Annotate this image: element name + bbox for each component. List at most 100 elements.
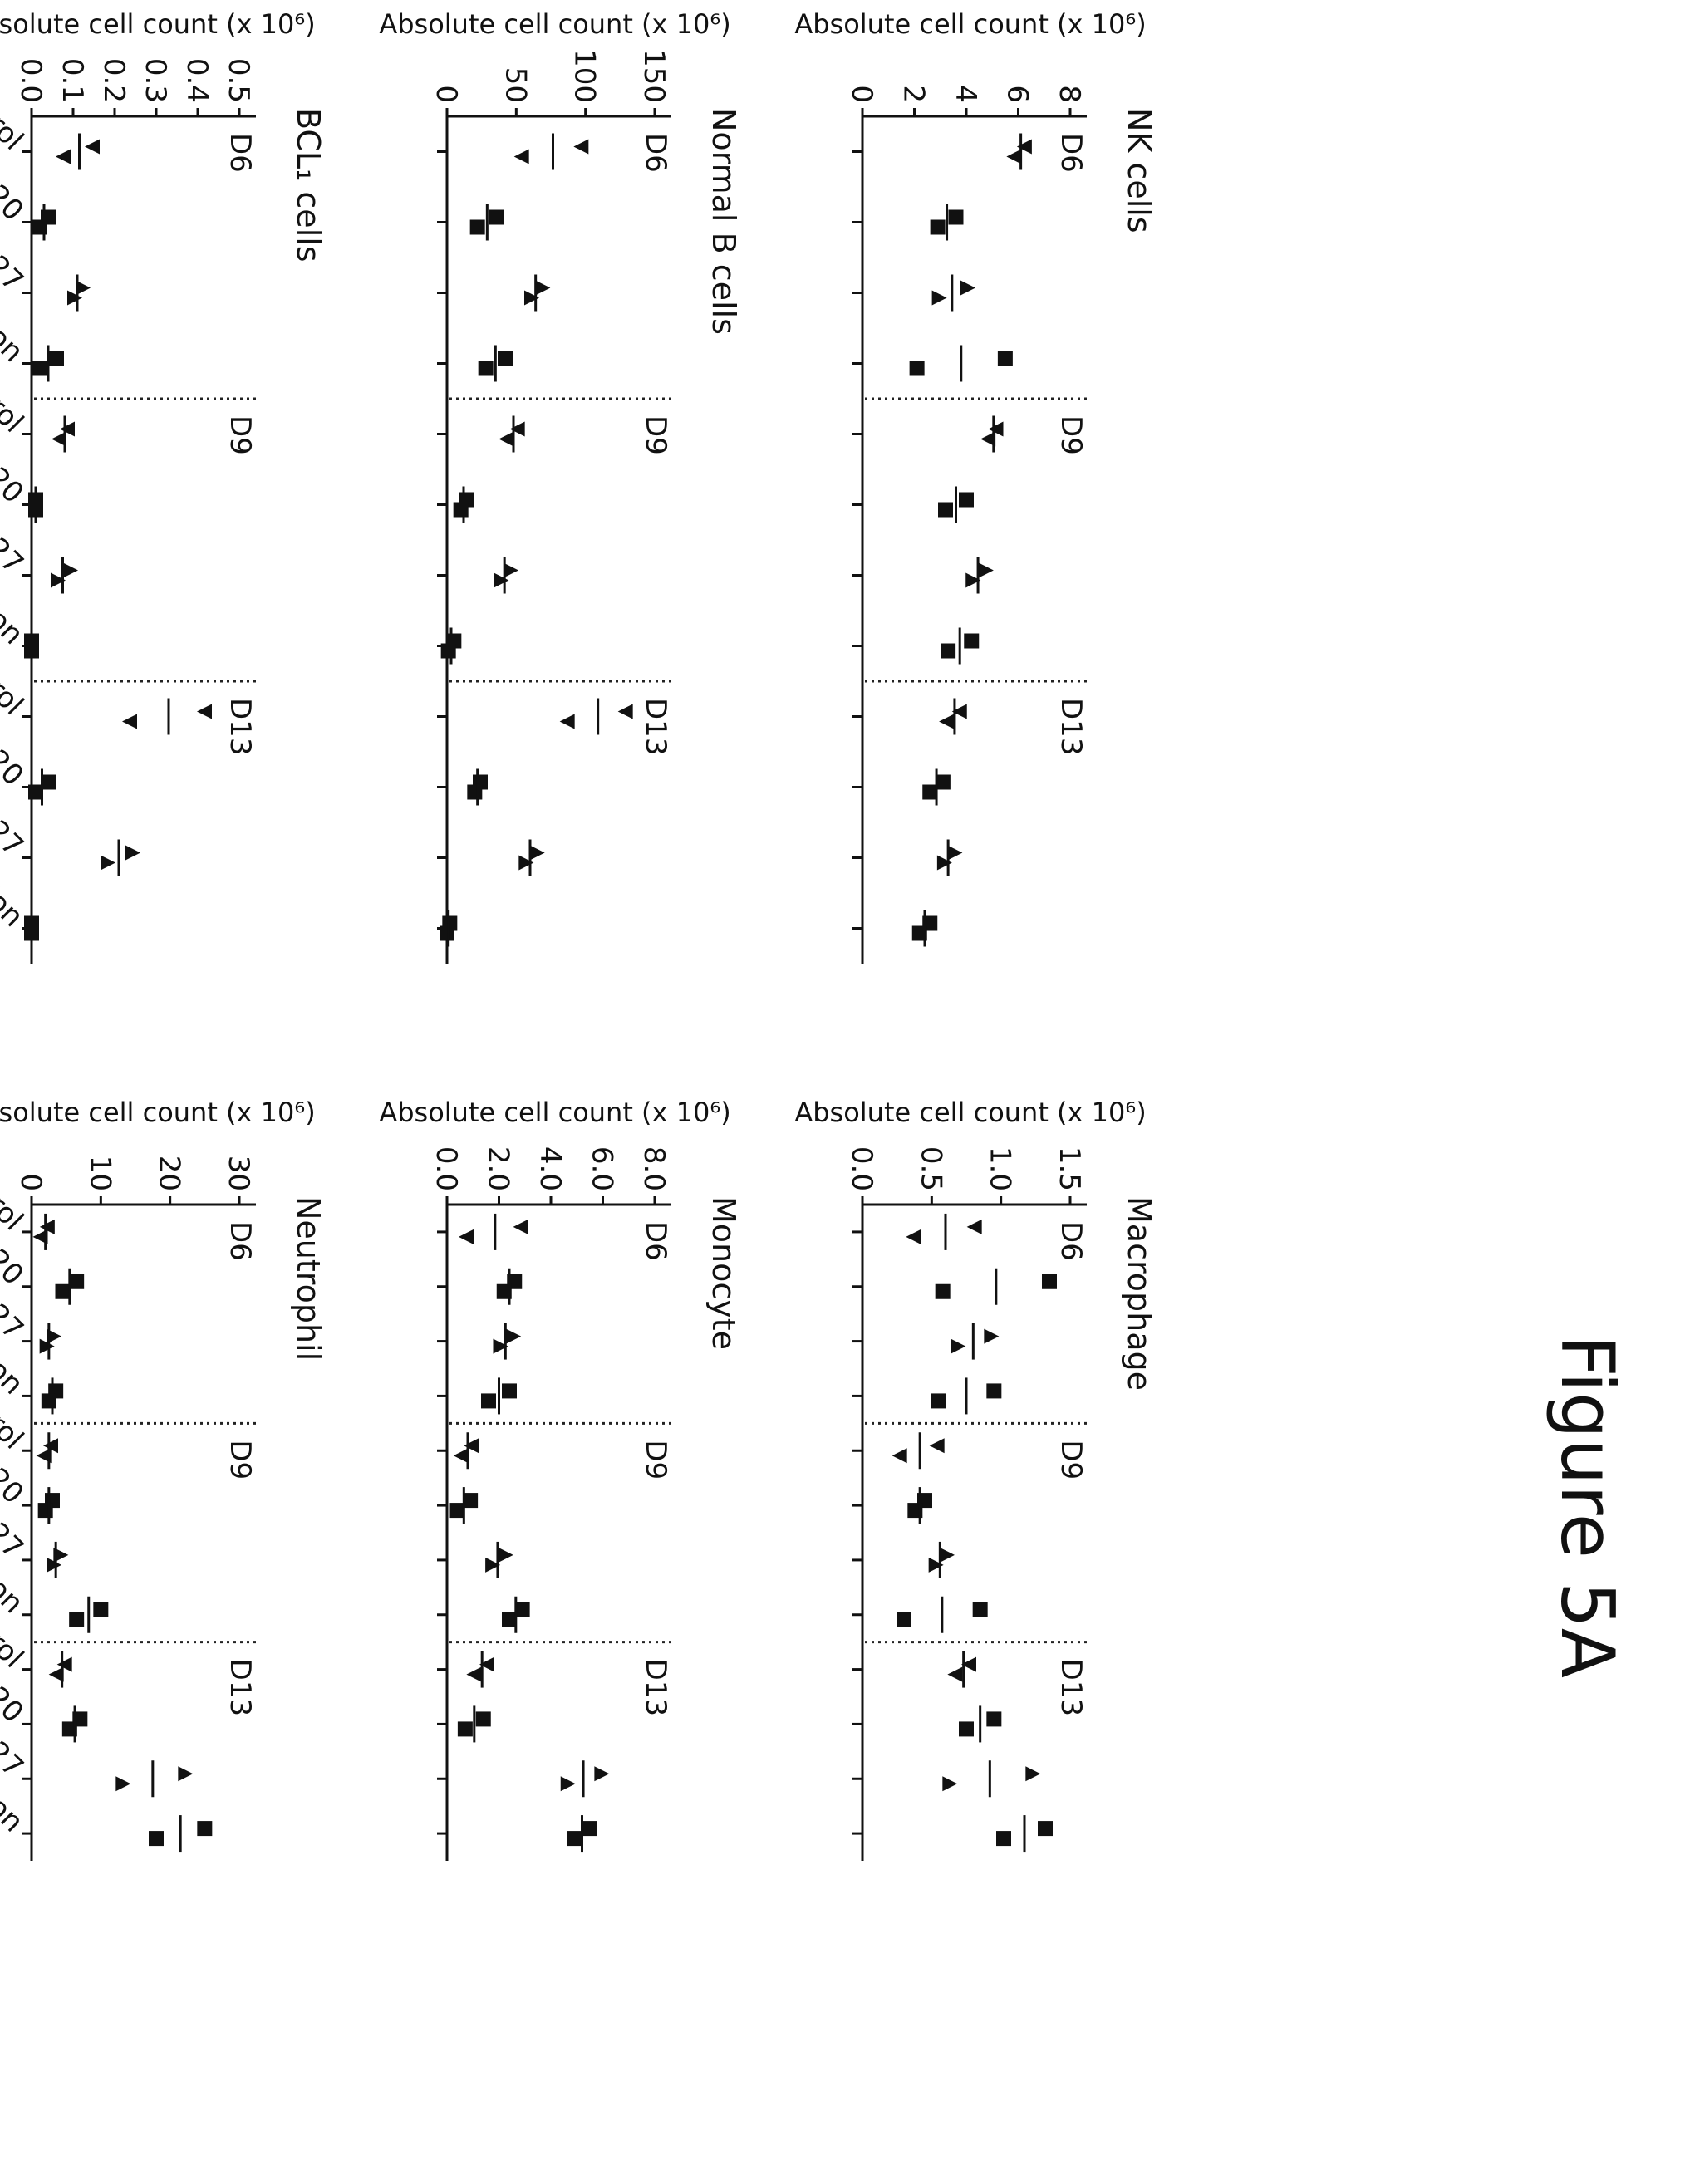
data-point bbox=[32, 361, 47, 376]
data-point bbox=[582, 1821, 597, 1837]
chart-panel-4: 0 10 20 30 Absolute cell count (x 10⁶) Neutro… bbox=[0, 1097, 327, 1861]
data-point bbox=[573, 139, 589, 155]
data-point bbox=[1025, 1766, 1041, 1782]
data-point bbox=[560, 1776, 576, 1792]
data-point bbox=[498, 351, 513, 366]
data-point bbox=[60, 421, 75, 437]
data-point bbox=[464, 1438, 479, 1454]
data-point bbox=[506, 1328, 522, 1344]
data-point bbox=[69, 1612, 85, 1627]
data-point bbox=[529, 845, 545, 861]
y-tick-label: 6 bbox=[1001, 85, 1034, 103]
day-label: D9 bbox=[1054, 1440, 1088, 1480]
data-point bbox=[52, 431, 66, 447]
data-point bbox=[36, 1448, 52, 1464]
y-axis-label: Absolute cell count (x 10⁶) bbox=[379, 1097, 730, 1128]
day-label: D9 bbox=[224, 415, 257, 455]
data-point bbox=[929, 1438, 945, 1454]
chart-panel-6: 0.0 0.5 1.0 1.5 Absolute cell count (x 10⁶) M… bbox=[794, 1097, 1157, 1861]
data-point bbox=[951, 1338, 966, 1354]
data-point bbox=[56, 149, 71, 164]
y-axis-label: Absolute cell count (x 10⁶) bbox=[379, 8, 730, 40]
data-point bbox=[939, 714, 955, 729]
data-point bbox=[1042, 1274, 1057, 1289]
data-point bbox=[115, 1776, 131, 1792]
y-tick-label: 0.5 bbox=[914, 1146, 947, 1191]
day-label: D6 bbox=[1054, 1221, 1088, 1261]
y-tick-label: 0.5 bbox=[222, 58, 255, 103]
y-tick-label: 20 bbox=[153, 1156, 186, 1191]
day-label: D9 bbox=[224, 1440, 257, 1480]
y-tick-label: 150 bbox=[637, 49, 671, 103]
day-label: D13 bbox=[224, 1659, 257, 1716]
data-point bbox=[961, 1656, 976, 1672]
data-point bbox=[986, 1711, 1002, 1727]
data-point bbox=[51, 572, 66, 588]
data-point bbox=[499, 431, 514, 447]
data-point bbox=[502, 1612, 517, 1627]
day-label: D6 bbox=[639, 1221, 672, 1261]
data-point bbox=[942, 1776, 958, 1792]
y-tick-label: 10 bbox=[83, 1156, 116, 1191]
y-tick-label: 4 bbox=[949, 85, 982, 103]
data-point bbox=[502, 1383, 517, 1399]
y-tick-label: 0.4 bbox=[180, 58, 214, 103]
figure-label: Figure 5A bbox=[1545, 1335, 1630, 1678]
data-point bbox=[928, 1557, 944, 1573]
data-point bbox=[988, 421, 1004, 437]
chart-title: Monocyte bbox=[705, 1196, 742, 1350]
data-point bbox=[459, 1229, 474, 1244]
data-point bbox=[972, 1602, 988, 1617]
chart-title: Normal B cells bbox=[705, 108, 742, 335]
y-tick-label: 8.0 bbox=[637, 1146, 671, 1191]
y-tick-label: 0.3 bbox=[139, 58, 172, 103]
y-axis-label: Absolute cell count (x 10⁶) bbox=[0, 1097, 316, 1128]
data-point bbox=[935, 1283, 951, 1299]
data-point bbox=[479, 1656, 494, 1672]
data-point bbox=[935, 774, 951, 790]
data-point bbox=[197, 1821, 213, 1837]
data-point bbox=[559, 714, 575, 729]
day-label: D9 bbox=[639, 1440, 672, 1480]
chart-title: Macrophage bbox=[1121, 1196, 1157, 1391]
y-tick-label: 30 bbox=[222, 1156, 255, 1191]
data-point bbox=[948, 209, 964, 225]
day-label: D13 bbox=[1054, 698, 1088, 755]
y-tick-label: 1.0 bbox=[984, 1146, 1017, 1191]
data-point bbox=[941, 643, 956, 659]
day-label: D9 bbox=[639, 415, 672, 455]
data-point bbox=[48, 1666, 64, 1682]
y-tick-label: 50 bbox=[499, 67, 532, 103]
chart-panel-3: 0 2 4 6 8 Absolute cell count (x 10⁶) NK cells… bbox=[794, 8, 1157, 964]
day-label: D13 bbox=[639, 698, 672, 755]
day-label: D9 bbox=[1054, 415, 1088, 455]
y-tick-label: 0 bbox=[14, 1173, 47, 1191]
data-point bbox=[567, 1831, 582, 1847]
y-tick-label: 0 bbox=[430, 85, 463, 103]
data-point bbox=[85, 139, 100, 155]
data-point bbox=[984, 1328, 1000, 1344]
data-point bbox=[453, 502, 469, 518]
data-point bbox=[41, 1393, 56, 1409]
data-point bbox=[594, 1766, 610, 1782]
data-point bbox=[125, 845, 140, 861]
data-point bbox=[43, 1438, 58, 1454]
data-point bbox=[930, 219, 946, 235]
data-point bbox=[47, 1328, 61, 1344]
data-point bbox=[37, 1503, 53, 1519]
y-axis-label: Absolute cell count (x 10⁶) bbox=[794, 1097, 1146, 1128]
data-point bbox=[498, 1547, 513, 1563]
data-point bbox=[39, 1338, 55, 1354]
data-point bbox=[469, 219, 485, 235]
data-point bbox=[32, 1229, 48, 1244]
data-point bbox=[513, 149, 529, 164]
data-point bbox=[959, 1721, 974, 1737]
data-point bbox=[197, 704, 212, 719]
data-point bbox=[453, 1448, 469, 1464]
data-point bbox=[440, 643, 456, 659]
day-label: D6 bbox=[224, 133, 257, 173]
data-point bbox=[980, 431, 996, 447]
data-point bbox=[449, 1503, 465, 1519]
data-point bbox=[518, 855, 534, 871]
data-point bbox=[457, 1721, 473, 1737]
